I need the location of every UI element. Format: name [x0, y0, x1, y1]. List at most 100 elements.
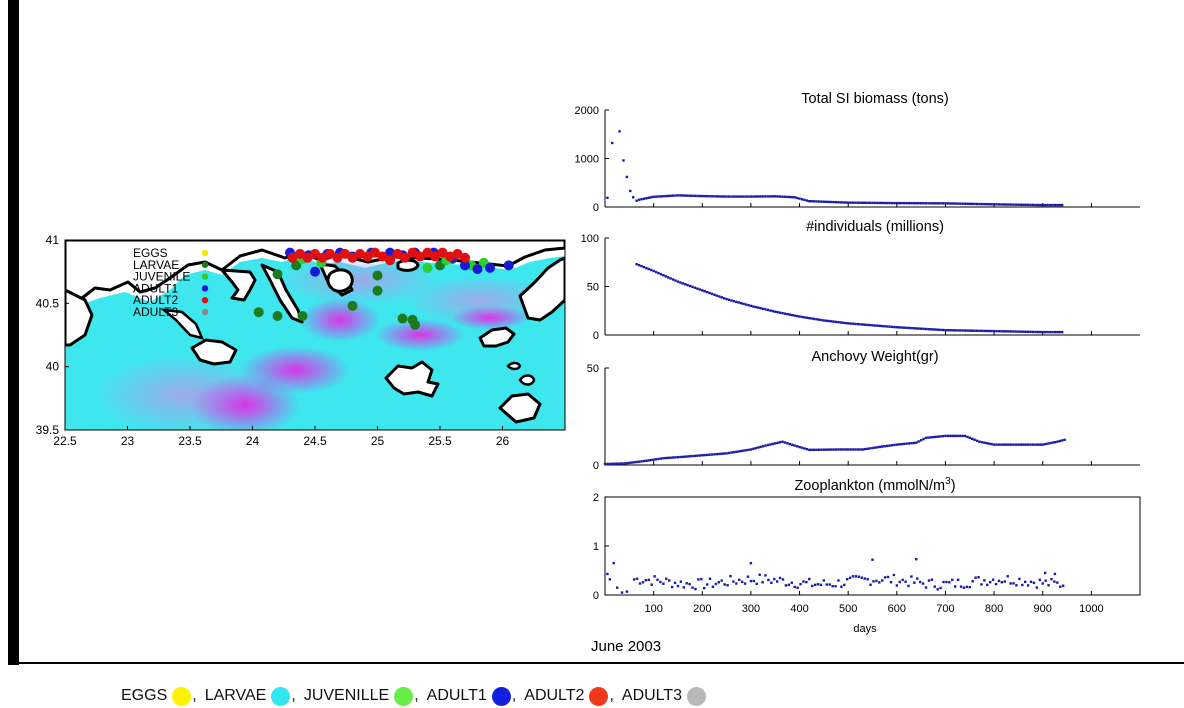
- panel-data-point: [1046, 442, 1049, 445]
- map-x-tick-label: 23.5: [178, 434, 202, 448]
- panel-data-point: [629, 189, 632, 193]
- panel-data-point: [752, 305, 755, 308]
- panel-data-point: [752, 579, 756, 583]
- map-point-adult1: [503, 260, 514, 271]
- panel-data-point: [822, 448, 826, 451]
- panel-data-point: [1050, 577, 1053, 581]
- panel-data-point: [1019, 203, 1023, 206]
- panel-data-point: [816, 583, 820, 586]
- panel-data-point: [650, 268, 653, 272]
- panel-data-point: [936, 328, 940, 331]
- panel-y-tick-label: 0: [593, 202, 599, 214]
- panel-data-point: [676, 455, 680, 459]
- panel-data-point: [720, 452, 723, 455]
- map-legend-marker: [201, 297, 209, 304]
- panel-data-point: [868, 201, 872, 205]
- map-x-tick-label: 22.5: [53, 434, 77, 448]
- map-point-adult2: [392, 248, 403, 259]
- panel-data-point: [939, 328, 942, 332]
- panel-data-point: [696, 287, 699, 290]
- samothraki-island: [396, 258, 420, 272]
- panel-data-point: [917, 202, 920, 205]
- panel-data-point: [927, 202, 930, 205]
- panel-data-point: [915, 558, 918, 561]
- panel-data-point: [1026, 330, 1030, 333]
- panel-data-point: [720, 579, 723, 582]
- panel-x-tick-label: 300: [742, 603, 760, 615]
- bottom-legend-item: ADULT1: [427, 686, 511, 706]
- panel-data-point: [1012, 443, 1015, 446]
- map-point-larvae: [297, 311, 308, 321]
- panel-data-point: [932, 328, 935, 331]
- panel-data-point: [720, 296, 723, 299]
- panel-data-point: [743, 582, 747, 585]
- panel-x-tick-label: 200: [693, 603, 711, 615]
- panel-data-point: [778, 311, 782, 314]
- panel-data-point: [659, 195, 663, 198]
- panel-data-point: [654, 270, 658, 274]
- panel-data-point: [652, 269, 655, 273]
- panel-data-point: [944, 434, 947, 438]
- panel-data-point: [632, 461, 636, 464]
- panel-data-point: [744, 303, 748, 306]
- panel-data-point: [781, 195, 784, 198]
- panel-data-point: [929, 328, 933, 331]
- map-point-adult2: [400, 252, 410, 263]
- panel-data-point: [871, 324, 874, 327]
- panel-data-point: [681, 282, 685, 285]
- panel-data-point: [888, 201, 891, 205]
- panel-data-point: [732, 195, 736, 198]
- panel-data-point: [654, 458, 658, 461]
- map-legend-marker: [201, 273, 209, 280]
- panel-data-point: [1009, 443, 1013, 446]
- panel-data-point: [946, 434, 950, 438]
- panel-data-point: [980, 441, 984, 444]
- panel-data-point: [705, 194, 709, 198]
- panel-data-point: [860, 576, 863, 579]
- panel-data-point: [688, 284, 692, 288]
- panel-data-point: [868, 323, 872, 327]
- panel-data-point: [713, 195, 716, 198]
- panel-data-point: [754, 195, 757, 198]
- panel-data-point: [657, 195, 660, 198]
- panel-data-point: [973, 438, 976, 441]
- panel-individuals: 0 50 100 #individuals (millions): [581, 219, 1140, 342]
- panel-data-point: [669, 194, 672, 197]
- panel-data-point: [846, 448, 850, 451]
- panel-data-point: [757, 306, 760, 309]
- panel-data-point: [962, 586, 966, 589]
- panel-data-point: [1002, 203, 1006, 206]
- panel-data-point: [846, 577, 849, 581]
- panel-data-point: [691, 285, 694, 289]
- panel-data-point: [873, 446, 877, 449]
- panel-data-point: [681, 455, 685, 459]
- map-point-larvae: [272, 269, 283, 280]
- panel-data-point: [686, 283, 689, 287]
- panel-data-point: [1009, 582, 1012, 585]
- panel-data-point: [645, 266, 648, 270]
- panel-data-point: [898, 443, 901, 446]
- panel-data-point: [793, 314, 796, 317]
- bottom-legend-label: EGGS: [121, 687, 168, 704]
- panel-data-point: [1048, 441, 1052, 445]
- panel-data-point: [667, 194, 670, 198]
- panel-data-point: [1002, 330, 1006, 333]
- panel-data-point: [832, 320, 835, 323]
- panel-data-point: [992, 443, 996, 446]
- panel-data-point: [642, 265, 646, 269]
- panel-data-point: [1012, 330, 1015, 333]
- panel-data-point: [662, 457, 665, 460]
- panel-data-point: [788, 195, 792, 199]
- panel-data-point: [812, 448, 816, 452]
- panel-data-point: [837, 201, 840, 204]
- panel-data-point: [684, 194, 687, 197]
- panel-data-point: [961, 202, 964, 205]
- panel-data-point: [659, 580, 662, 584]
- panel-data-point: [1007, 330, 1010, 333]
- panel-data-point: [924, 436, 928, 440]
- panel-data-point: [761, 307, 765, 311]
- panel-data-point: [688, 194, 692, 197]
- date-label: June 2003: [591, 638, 661, 655]
- panel-data-point: [878, 324, 881, 328]
